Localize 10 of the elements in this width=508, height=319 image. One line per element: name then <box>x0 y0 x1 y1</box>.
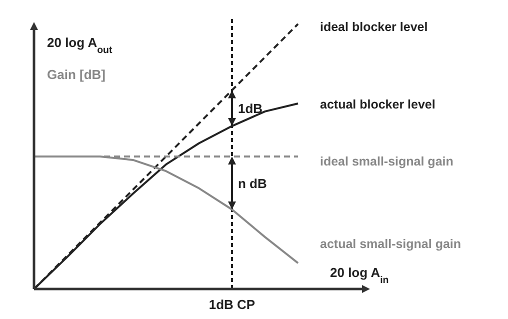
y-axis-title: 20 log A$_{out}$ <box>47 35 114 56</box>
text: 1dB CP <box>208 297 256 312</box>
annotation: n dB <box>238 176 267 191</box>
text: actual small-signal gain <box>320 237 462 252</box>
series-label: actual blocker level <box>320 98 436 112</box>
y2-axis-title: Gain [dB] <box>47 67 106 82</box>
x-axis-title: 20 log A$_{in}$ <box>330 265 389 286</box>
annotation: 1dB <box>238 101 263 116</box>
series-label: ideal small-signal gain <box>320 154 454 168</box>
series-label: ideal blocker level <box>320 20 428 34</box>
